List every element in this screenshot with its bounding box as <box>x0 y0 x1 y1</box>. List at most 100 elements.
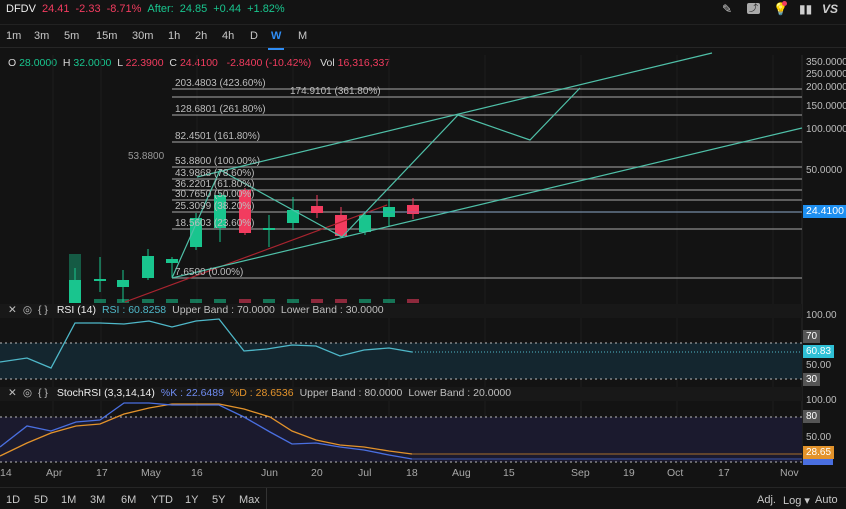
range-1D[interactable]: 1D <box>6 494 21 506</box>
timeframe-W[interactable]: W <box>267 30 285 50</box>
volume-value: 16,316,337 <box>337 57 391 69</box>
fib-level-label: 36.2201 (61.80%) <box>175 179 255 190</box>
candle-body <box>263 228 275 230</box>
timeframe-5m[interactable]: 5m <box>64 30 80 42</box>
candlestick-icon[interactable]: ▮▮ <box>799 2 813 16</box>
idea-icon[interactable]: 💡 <box>773 1 788 16</box>
timeframe-2h[interactable]: 2h <box>195 30 208 42</box>
volume-bar <box>287 299 299 303</box>
stoch-axis-100: 100.00 <box>806 395 837 406</box>
timeframe-D[interactable]: D <box>250 30 258 42</box>
chart-type-icon[interactable]: ⤴ <box>747 3 760 14</box>
last-price-badge: 24.4100 <box>803 205 846 218</box>
after-change: +0.44 <box>213 3 242 15</box>
adjusted-toggle[interactable]: Adj. <box>757 494 776 506</box>
candle-body <box>359 215 371 232</box>
price-axis-label: 200.0000 <box>806 82 846 93</box>
change-pct: -8.71% <box>106 3 142 15</box>
settings-icon[interactable]: ◎ <box>22 304 32 316</box>
candle-body <box>407 205 419 214</box>
range-1M[interactable]: 1M <box>61 494 77 506</box>
x-axis-label: Aug <box>452 467 471 479</box>
fib-level-label: 53.8800 (100.00%) <box>175 156 261 167</box>
volume-bar <box>190 299 202 303</box>
open-label: O <box>8 57 17 69</box>
timeframe-30m[interactable]: 30m <box>132 30 154 42</box>
candle-body <box>142 256 154 278</box>
rsi-line <box>0 318 413 369</box>
fib-level-label: 128.6801 (261.80%) <box>175 104 266 115</box>
low-value: 22.3900 <box>125 57 164 69</box>
pencil-icon[interactable]: ✎ <box>722 2 733 16</box>
volume-bar <box>335 299 347 303</box>
timeframe-15m[interactable]: 15m <box>96 30 118 42</box>
volume-bar <box>407 299 419 303</box>
timeframe-3m[interactable]: 3m <box>34 30 50 42</box>
candle-body <box>214 195 226 228</box>
price-axis-label: 100.0000 <box>806 124 846 135</box>
auto-scale-button[interactable]: Auto <box>815 494 838 506</box>
volume-bar <box>311 299 323 303</box>
x-axis-label: Apr <box>46 467 63 479</box>
fib-level-label: 174.9101 (361.80%) <box>290 86 381 97</box>
code-icon[interactable]: { } <box>37 304 48 316</box>
volume-bar <box>214 299 226 303</box>
close-icon[interactable]: ✕ <box>8 387 17 399</box>
timeframe-M[interactable]: M <box>298 30 308 42</box>
timeframe-1h[interactable]: 1h <box>168 30 181 42</box>
x-axis-label: Jun <box>261 467 278 479</box>
price-axis-label: 250.0000 <box>806 69 846 80</box>
stochrsi-k: %K : 22.6489 <box>160 387 224 399</box>
rsi-upper-band: Upper Band : 70.0000 <box>172 304 275 316</box>
range-5Y[interactable]: 5Y <box>212 494 226 506</box>
x-axis-label: 16 <box>191 467 203 479</box>
price-axis-label: 50.0000 <box>806 165 843 176</box>
settings-icon[interactable]: ◎ <box>22 387 32 399</box>
range-5D[interactable]: 5D <box>34 494 49 506</box>
price-axis-label: 150.0000 <box>806 101 846 112</box>
symbol[interactable]: DFDV <box>6 3 36 15</box>
code-icon[interactable]: { } <box>37 387 48 399</box>
after-label: After: <box>147 3 174 15</box>
log-scale-dropdown[interactable]: Log ▾ <box>783 495 810 507</box>
range-3M[interactable]: 3M <box>90 494 106 506</box>
x-axis-label: Sep <box>571 467 590 479</box>
close-change: -2.8400 (-10.42%) <box>226 57 312 69</box>
candle-body <box>190 218 202 247</box>
stoch-k-line <box>0 402 413 460</box>
timeframe-bar: 1m 3m 5m 15m 30m 1h 2h 4h D W M <box>0 24 846 50</box>
stoch-d-badge: 28.65 <box>803 446 835 459</box>
candle-body <box>383 207 395 217</box>
range-6M[interactable]: 6M <box>121 494 137 506</box>
close-label: C <box>169 57 178 69</box>
stochrsi-header: ✕ ◎ { } StochRSI (3,3,14,14) %K : 22.6489 %D… <box>0 387 802 401</box>
close-icon[interactable]: ✕ <box>8 304 17 316</box>
stoch-axis-50: 50.00 <box>806 432 832 443</box>
stochrsi-upper-band: Upper Band : 80.0000 <box>299 387 403 399</box>
x-axis-label: 15 <box>503 467 515 479</box>
x-axis-label: 17 <box>718 467 730 479</box>
fib-overlap-label: 53.8800 <box>128 151 165 162</box>
range-YTD[interactable]: YTD <box>151 494 173 506</box>
rsi-lower-badge: 30 <box>803 373 821 386</box>
candle-ghost <box>69 254 81 280</box>
range-Max[interactable]: Max <box>239 494 260 506</box>
volume-bar <box>263 299 275 303</box>
range-1Y[interactable]: 1Y <box>185 494 199 506</box>
upper-channel-line <box>196 52 713 178</box>
candle-body <box>335 215 347 236</box>
timeframe-4h[interactable]: 4h <box>222 30 235 42</box>
high-value: 32.0000 <box>73 57 112 69</box>
rsi-axis-50: 50.00 <box>806 360 832 371</box>
candle-body <box>239 190 251 233</box>
after-price: 24.85 <box>179 3 208 15</box>
price-axis-label: 350.0000 <box>806 57 846 68</box>
timeframe-1m[interactable]: 1m <box>6 30 22 42</box>
stochrsi-title: StochRSI (3,3,14,14) <box>56 387 155 399</box>
change: -2.33 <box>75 3 101 15</box>
x-axis-label: Oct <box>667 467 684 479</box>
compare-vs-icon[interactable]: VS <box>822 2 839 16</box>
volume-label: Vol <box>320 57 335 69</box>
volume-bar <box>359 299 371 303</box>
